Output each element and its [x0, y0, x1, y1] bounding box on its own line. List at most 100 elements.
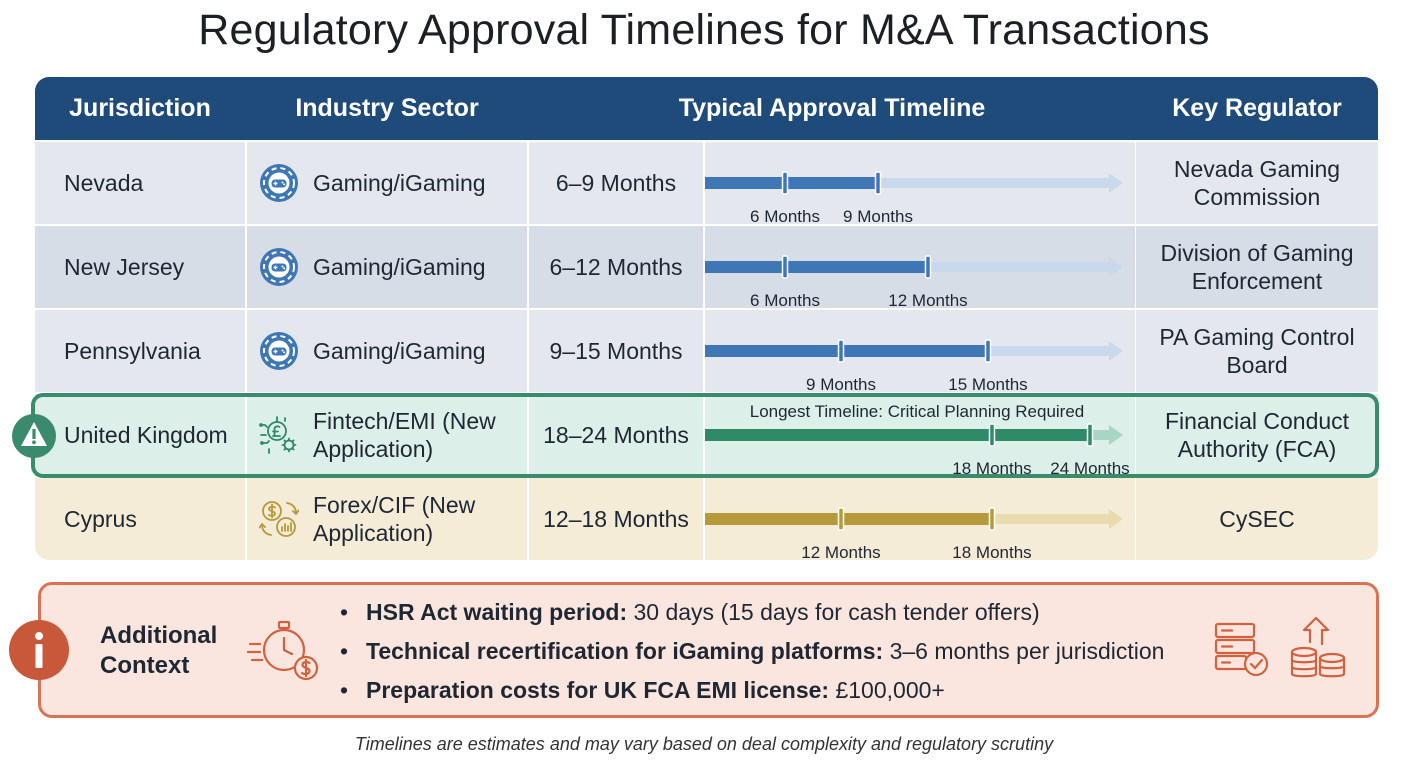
footnote: Timelines are estimates and may vary bas… [354, 734, 1054, 754]
timeline-min-tick [988, 423, 996, 447]
timeline-min-tick [837, 507, 845, 531]
regulator-label: CySEC [1219, 506, 1295, 532]
timeline-bar-chart [705, 423, 1123, 447]
industry-sector-cell: Fintech/EMI (New Application) [247, 394, 527, 476]
sector-label: Forex/CIF (New Application) [313, 492, 476, 546]
context-item-text: 30 days (15 days for cash tender offers) [627, 599, 1040, 625]
timeline-min-tick [781, 171, 789, 195]
industry-sector-cell: Forex/CIF (New Application) [247, 478, 527, 560]
sector-label: Fintech/EMI (New Application) [313, 408, 496, 462]
timeline-duration-cell: 18–24 Months [529, 394, 703, 476]
timeline-bar-cell: 18 Months 24 Months [705, 394, 1135, 478]
fintech-gear-icon [259, 416, 297, 454]
context-item: • HSR Act waiting period: 30 days (15 day… [340, 599, 1040, 625]
timeline-range-bar [705, 513, 992, 525]
timeline-min-label: 6 Months [750, 207, 820, 226]
context-title: Additional Context [100, 622, 218, 679]
timeline-bar-chart [705, 171, 1123, 195]
jurisdiction-cell: New Jersey [35, 226, 245, 308]
timeline-min-tick [837, 339, 845, 363]
key-regulator-cell: Nevada Gaming Commission [1136, 142, 1378, 224]
timeline-bar-cell: 9 Months 15 Months [705, 310, 1135, 394]
timeline-bar-cell: 6 Months 12 Months [705, 226, 1135, 310]
timeline-range-bar [705, 345, 988, 357]
key-regulator-cell: PA Gaming Control Board [1136, 310, 1378, 392]
timeline-duration-cell: 12–18 Months [529, 478, 703, 560]
gaming-chip-icon [260, 332, 298, 370]
table-row: Pennsylvania Gaming/iGaming 9–15 Months 9 … [35, 310, 1378, 394]
info-icon [9, 620, 69, 680]
table-header: Jurisdiction Industry Sector Typical App… [35, 77, 1378, 140]
header-jurisdiction: Jurisdiction [69, 94, 211, 122]
timeline-max-label: 24 Months [1050, 459, 1130, 478]
forex-exchange-icon [259, 501, 299, 537]
jurisdiction-cell: Cyprus [35, 478, 245, 560]
header-key-regulator: Key Regulator [1172, 94, 1342, 122]
table-row: United Kingdom Fintech/EMI (New Applicat… [35, 394, 1378, 478]
page-title: Regulatory Approval Timelines for M&A Tr… [198, 6, 1210, 54]
regulator-label: Nevada Gaming Commission [1173, 156, 1341, 210]
context-list: • HSR Act waiting period: 30 days (15 day… [340, 596, 1164, 713]
timeline-max-label: 9 Months [843, 207, 913, 226]
timeline-max-tick [1086, 423, 1094, 447]
timeline-duration-cell: 6–9 Months [529, 142, 703, 224]
timeline-max-tick [988, 507, 996, 531]
timeline-duration-cell: 9–15 Months [529, 310, 703, 392]
timeline-max-tick [984, 339, 992, 363]
key-regulator-cell: Division of Gaming Enforcement [1136, 226, 1378, 308]
highlight-uk-row [31, 393, 1379, 478]
jurisdiction-cell: Nevada [35, 142, 245, 224]
coins-growth-icon [1290, 616, 1346, 678]
timeline-max-tick [924, 255, 932, 279]
timeline-bar-cell: 12 Months 18 Months [705, 478, 1135, 562]
timeline-bar-chart [705, 507, 1123, 531]
gaming-chip-icon [260, 164, 298, 202]
table-row: New Jersey Gaming/iGaming 6–12 Months 6 Mo… [35, 226, 1378, 310]
timeline-range-bar [705, 177, 878, 189]
context-item-text: £100,000+ [829, 677, 945, 703]
jurisdiction-cell: Pennsylvania [35, 310, 245, 392]
warning-icon [12, 414, 56, 458]
sector-label: Gaming/iGaming [313, 254, 486, 280]
timeline-duration-cell: 6–12 Months [529, 226, 703, 308]
timeline-min-label: 18 Months [952, 459, 1032, 478]
sector-label: Gaming/iGaming [313, 338, 486, 364]
timeline-min-tick [781, 255, 789, 279]
timeline-max-label: 18 Months [952, 543, 1032, 562]
header-approval-timeline: Typical Approval Timeline [678, 94, 986, 122]
context-item-label: Technical recertification for iGaming pl… [366, 638, 884, 664]
timeline-min-label: 9 Months [806, 375, 876, 394]
context-item-label: HSR Act waiting period: [366, 599, 628, 625]
industry-sector-cell: Gaming/iGaming [247, 310, 527, 392]
server-check-icon [1214, 622, 1269, 677]
key-regulator-cell: Financial Conduct Authority (FCA) [1136, 394, 1378, 476]
industry-sector-cell: Gaming/iGaming [247, 142, 527, 224]
header-industry-sector: Industry Sector [295, 94, 479, 122]
context-item: • Technical recertification for iGaming p… [340, 638, 1165, 664]
timeline-bar-chart [705, 255, 1123, 279]
additional-context-panel [38, 582, 1379, 718]
industry-sector-cell: Gaming/iGaming [247, 226, 527, 308]
timeline-min-label: 12 Months [801, 543, 881, 562]
key-regulator-cell: CySEC [1136, 478, 1378, 560]
timeline-bar-chart [705, 339, 1123, 363]
timeline-max-label: 12 Months [888, 291, 968, 310]
stopwatch-money-icon [246, 620, 319, 681]
jurisdiction-cell: United Kingdom [35, 394, 245, 476]
table-row: Nevada Gaming/iGaming 6–9 Months 6 Months 9… [35, 142, 1378, 226]
timeline-min-label: 6 Months [750, 291, 820, 310]
context-item-text: 3–6 months per jurisdiction [883, 638, 1165, 664]
regulator-label: Division of Gaming Enforcement [1160, 240, 1354, 294]
longest-timeline-callout: Longest Timeline: Critical Planning Requ… [749, 402, 1085, 421]
timeline-range-bar [705, 261, 928, 273]
gaming-chip-icon [260, 248, 298, 286]
regulator-label: PA Gaming Control Board [1159, 324, 1355, 378]
context-item-label: Preparation costs for UK FCA EMI license… [366, 677, 830, 703]
sector-label: Gaming/iGaming [313, 170, 486, 196]
regulator-label: Financial Conduct Authority (FCA) [1164, 408, 1350, 462]
table-row: Cyprus Forex/CIF (New Application) 12–18 … [35, 478, 1378, 562]
context-item: • Preparation costs for UK FCA EMI licens… [340, 677, 945, 703]
timeline-bar-cell: 6 Months 9 Months [705, 142, 1135, 226]
timeline-table: Jurisdiction Industry Sector Typical App… [35, 77, 1378, 564]
timeline-max-label: 15 Months [948, 375, 1028, 394]
